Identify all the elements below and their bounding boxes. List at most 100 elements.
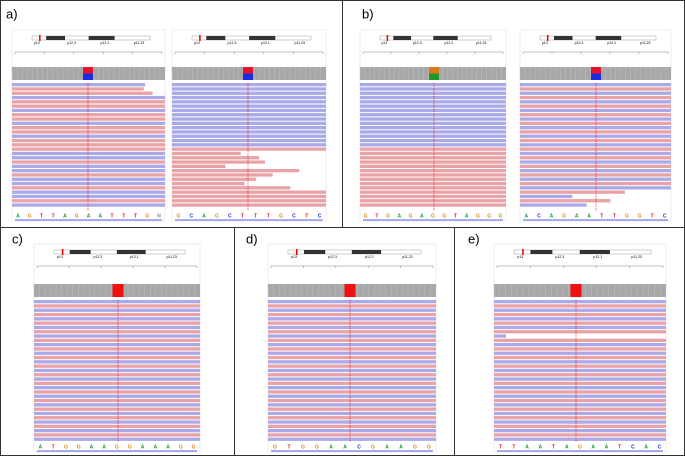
- sequence-base: T: [600, 213, 603, 219]
- read: [494, 317, 666, 321]
- read: [12, 108, 165, 113]
- igv-panel: b) p13 p12.3 p12.2 p11.23 G T G A G A G G T A G G G: [359, 6, 507, 222]
- read: [520, 143, 671, 147]
- cytoband-label: p13: [57, 255, 63, 259]
- ideogram-marker: [39, 35, 41, 41]
- cytoband-label: p12.2: [365, 255, 374, 259]
- read: [12, 83, 146, 87]
- read: [520, 160, 671, 164]
- read: [360, 164, 506, 168]
- sequence-base: A: [525, 444, 529, 450]
- read: [520, 173, 671, 177]
- panel-label: a): [6, 6, 18, 21]
- read: [360, 87, 506, 91]
- band: [116, 250, 146, 254]
- read: [494, 386, 666, 390]
- read: [172, 169, 300, 173]
- band: [206, 36, 226, 40]
- read: [172, 173, 273, 177]
- sequence-base: A: [587, 213, 591, 219]
- read: [12, 169, 165, 173]
- sequence-base: C: [189, 213, 193, 219]
- sequence-base: T: [254, 213, 257, 219]
- read: [172, 151, 241, 156]
- read: [268, 317, 436, 321]
- sequence-base: G: [371, 444, 375, 450]
- ideogram-marker: [546, 35, 549, 41]
- band: [88, 36, 115, 40]
- read: [268, 386, 436, 390]
- read: [520, 91, 671, 95]
- read: [494, 377, 666, 381]
- read: [268, 321, 436, 325]
- read: [12, 181, 165, 186]
- read: [268, 398, 436, 403]
- cytoband-label: p13: [194, 41, 200, 45]
- read: [360, 134, 506, 138]
- sequence-base: G: [115, 444, 119, 450]
- sequence-base: G: [578, 444, 582, 450]
- read: [520, 113, 671, 117]
- read: [520, 83, 671, 87]
- read: [494, 390, 666, 394]
- read: [34, 351, 200, 355]
- sequence-base: G: [315, 444, 319, 450]
- read: [268, 312, 436, 317]
- read: [268, 377, 436, 381]
- read: [172, 147, 326, 151]
- read: [520, 199, 611, 203]
- sequence-base: A: [202, 213, 206, 219]
- band: [553, 36, 573, 40]
- read: [268, 411, 436, 416]
- read: [520, 181, 671, 186]
- variant-marker: [243, 67, 253, 74]
- read: [360, 95, 506, 100]
- sequence-base: G: [409, 213, 413, 219]
- cytoband-label: p12.3: [67, 41, 76, 45]
- read: [172, 126, 326, 130]
- sequence-base: G: [413, 444, 417, 450]
- panel-label: e): [468, 231, 480, 246]
- sequence-base: T: [241, 213, 244, 219]
- sequence-base: A: [524, 213, 528, 219]
- cytoband-label: p11.23: [402, 255, 412, 259]
- read: [520, 121, 671, 125]
- band: [351, 250, 382, 254]
- read: [520, 130, 671, 134]
- read: [268, 351, 436, 355]
- read: [268, 325, 436, 330]
- read: [34, 325, 200, 330]
- sequence-base: A: [465, 213, 469, 219]
- variant-marker: [83, 73, 93, 80]
- read: [268, 304, 436, 308]
- read: [12, 186, 165, 190]
- sequence-base: C: [537, 213, 541, 219]
- band: [249, 36, 276, 40]
- read: [268, 338, 436, 342]
- read: [360, 160, 506, 164]
- read: [494, 416, 666, 420]
- variant-marker: [570, 284, 582, 297]
- read: [34, 403, 200, 407]
- ideogram-marker: [61, 249, 64, 255]
- variant-marker: [429, 73, 439, 80]
- read: [12, 199, 165, 203]
- sequence-base: A: [385, 444, 389, 450]
- read: [34, 364, 200, 368]
- read: [520, 108, 671, 113]
- read: [268, 334, 436, 338]
- sequence-base: T: [40, 213, 43, 219]
- read: [268, 424, 436, 428]
- read: [268, 343, 436, 347]
- cytoband-label: p13: [34, 41, 40, 45]
- variant-marker: [429, 67, 439, 74]
- read: [34, 360, 200, 364]
- cytoband-label: p11.23: [166, 255, 176, 259]
- read: [34, 321, 200, 325]
- sequence-base: G: [476, 213, 480, 219]
- read: [172, 156, 260, 160]
- read: [520, 126, 671, 130]
- read: [12, 113, 165, 117]
- sequence-base: A: [39, 444, 43, 450]
- read: [520, 134, 671, 138]
